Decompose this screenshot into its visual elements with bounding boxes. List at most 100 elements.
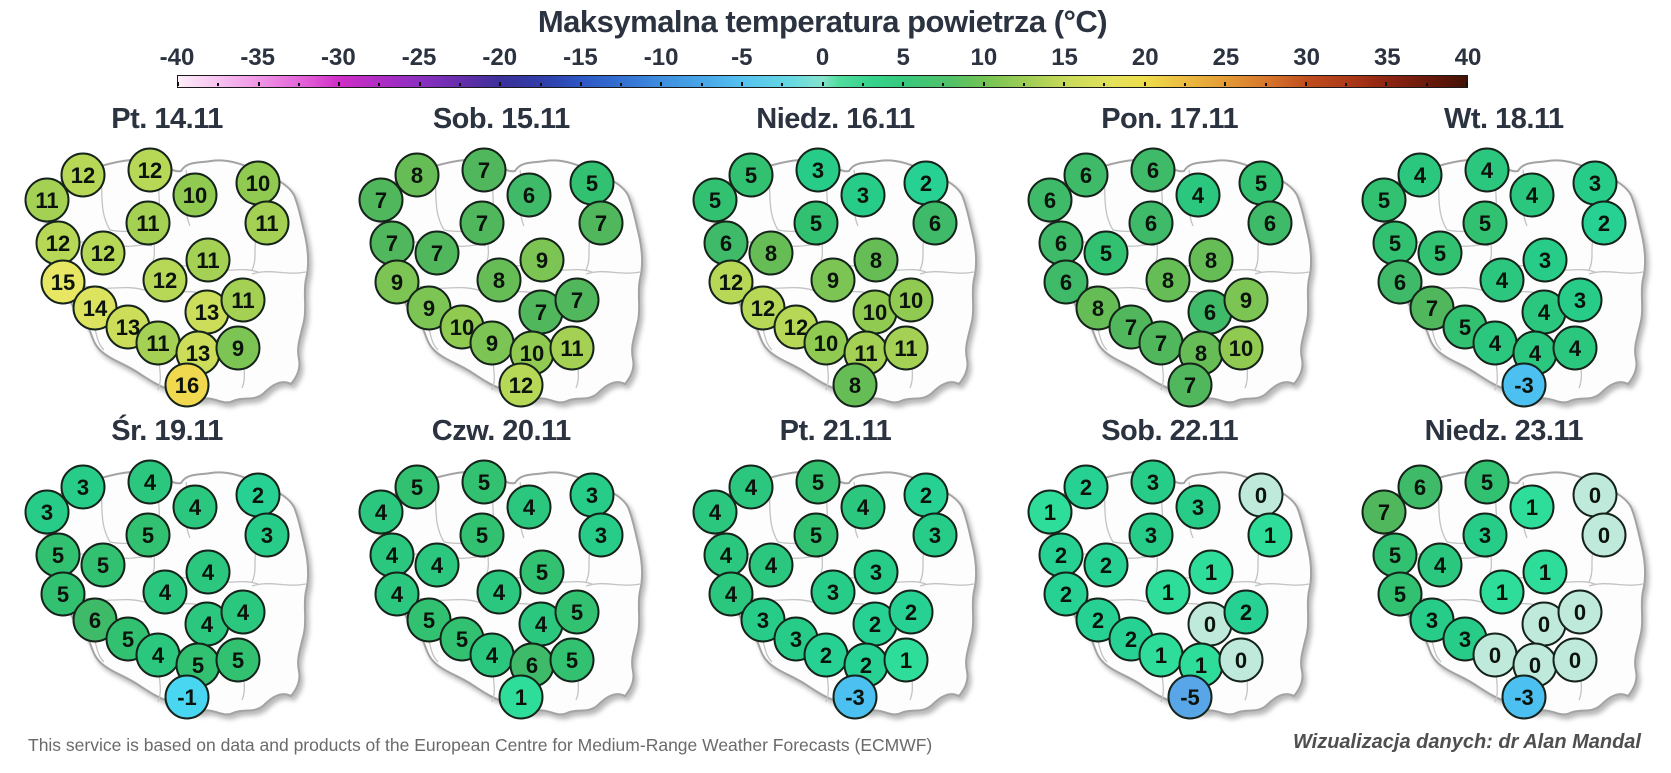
- svg-text:11: 11: [895, 336, 918, 361]
- station-temperature-marker: 5: [1238, 160, 1284, 206]
- station-temperature-marker: 16: [164, 362, 210, 408]
- svg-text:12: 12: [153, 268, 177, 293]
- svg-text:5: 5: [1434, 241, 1446, 266]
- station-temperature-marker: 5: [459, 512, 505, 558]
- voivodeship-border: [920, 271, 975, 275]
- station-temperature-marker: 9: [810, 257, 856, 303]
- station-temperature-marker: -3: [832, 674, 878, 720]
- station-temperature-marker: 0: [1557, 589, 1603, 635]
- station-temperature-marker: 5: [80, 542, 126, 588]
- station-temperature-marker: 11: [135, 320, 181, 366]
- svg-text:5: 5: [52, 543, 64, 568]
- colorbar-tick-mark: [1466, 82, 1468, 86]
- svg-text:1: 1: [1194, 653, 1206, 678]
- svg-text:12: 12: [719, 270, 743, 295]
- colorbar-tick-mark: [338, 82, 341, 86]
- station-temperature-marker: 5: [569, 160, 615, 206]
- svg-text:3: 3: [1426, 608, 1438, 633]
- station-temperature-marker: 4: [1521, 289, 1567, 335]
- station-temperature-marker: 5: [1464, 459, 1510, 505]
- station-temperature-marker: 2: [903, 160, 949, 206]
- colorbar-tick-mark: [1184, 83, 1187, 86]
- svg-text:10: 10: [246, 171, 270, 196]
- station-temperature-marker: 0: [1218, 637, 1264, 683]
- svg-text:12: 12: [46, 231, 70, 256]
- colorbar-tick-label: -15: [563, 44, 598, 71]
- station-temperature-marker: 0: [1238, 472, 1284, 518]
- svg-text:7: 7: [595, 211, 607, 236]
- poland-map: 4 44 355 25 5 36 47 4 354 4 4-3: [1361, 147, 1646, 408]
- svg-text:6: 6: [1203, 300, 1215, 325]
- svg-text:7: 7: [1124, 315, 1136, 340]
- svg-text:2: 2: [1091, 608, 1103, 633]
- colorbar-tick-label: -25: [401, 44, 437, 71]
- colorbar-tick-mark: [378, 83, 381, 86]
- svg-text:7: 7: [386, 231, 398, 256]
- station-temperature-marker: 2: [803, 632, 849, 678]
- svg-text:5: 5: [97, 553, 109, 578]
- voivodeship-border: [251, 583, 307, 587]
- page-title: Maksymalna temperatura powietrza (°C): [537, 4, 1108, 39]
- colorbar-tick-mark: [1103, 83, 1106, 86]
- svg-text:4: 4: [1489, 331, 1502, 356]
- svg-text:6: 6: [929, 211, 941, 236]
- station-temperature-marker: 3: [810, 569, 856, 615]
- svg-text:5: 5: [536, 560, 548, 585]
- station-temperature-marker: 6: [1038, 220, 1084, 266]
- colorbar-tick-mark: [902, 82, 905, 86]
- svg-text:1: 1: [1526, 495, 1538, 520]
- svg-text:0: 0: [1589, 483, 1601, 508]
- station-temperature-marker: 11: [24, 177, 70, 223]
- maps-row-top: Pt. 14.11 12 12 10 10 11 11 11 12 12 11 15 12 14 13 11 1…: [0, 100, 1671, 408]
- svg-text:6: 6: [1146, 158, 1158, 183]
- svg-text:5: 5: [456, 627, 468, 652]
- poland-map: 6 51 073 05 4 15 13 0 030 0 0-3: [1361, 459, 1646, 720]
- station-temperature-marker: 8: [1188, 237, 1234, 283]
- station-temperature-marker: 10: [888, 277, 934, 323]
- svg-text:8: 8: [1161, 268, 1173, 293]
- station-temperature-marker: 1: [1509, 484, 1555, 530]
- station-temperature-marker: 0: [1572, 472, 1618, 518]
- colorbar-tick-label: 15: [1051, 44, 1078, 71]
- svg-text:7: 7: [1426, 296, 1438, 321]
- svg-text:1: 1: [1161, 580, 1173, 605]
- station-temperature-marker: 1: [1479, 569, 1525, 615]
- map-tile: Śr. 19.11 3 4 4 2 3 5 3 5 5 4 5 4 6 4 4 5 4 5 5 -1: [0, 412, 334, 720]
- svg-text:1: 1: [1263, 523, 1275, 548]
- station-temperature-marker: 3: [1557, 277, 1603, 323]
- svg-text:1: 1: [1496, 580, 1508, 605]
- station-temperature-marker: 4: [369, 532, 415, 578]
- station-temperature-marker: 2: [888, 589, 934, 635]
- svg-text:5: 5: [1481, 470, 1493, 495]
- station-temperature-marker: 12: [127, 147, 173, 193]
- svg-text:6: 6: [1144, 211, 1156, 236]
- svg-text:3: 3: [1479, 523, 1491, 548]
- colorbar-tick-mark: [660, 82, 663, 86]
- map-day-title: Sob. 22.11: [1101, 415, 1239, 447]
- svg-text:4: 4: [202, 560, 215, 585]
- station-temperature-marker: 4: [414, 542, 460, 588]
- colorbar-tick-mark: [982, 82, 985, 86]
- svg-text:7: 7: [1183, 373, 1195, 398]
- poland-map: 4 54 245 34 4 34 33 2 232 2 1-3: [692, 459, 978, 720]
- station-temperature-marker: 4: [135, 632, 181, 678]
- station-temperature-marker: 11: [549, 325, 595, 371]
- station-temperature-marker: 4: [358, 489, 404, 535]
- station-temperature-marker: 3: [912, 512, 958, 558]
- colorbar-tick-mark: [781, 83, 784, 86]
- svg-text:11: 11: [561, 336, 584, 361]
- svg-text:4: 4: [535, 612, 548, 637]
- svg-text:3: 3: [1589, 171, 1601, 196]
- station-temperature-marker: 4: [127, 459, 173, 505]
- svg-text:3: 3: [586, 483, 598, 508]
- station-temperature-marker: 12: [142, 257, 188, 303]
- map-tile: Niedz. 23.11 6 5 1 0 7 3 0 5 4 1 5 1 3 0 0 3 0 0 0 -3: [1337, 412, 1671, 720]
- station-temperature-marker: 4: [1479, 257, 1525, 303]
- svg-text:5: 5: [1479, 211, 1491, 236]
- map-day-title: Wt. 18.11: [1444, 103, 1564, 135]
- station-temperature-marker: 5: [692, 177, 738, 223]
- colorbar-tick-label: -40: [159, 44, 195, 71]
- svg-text:2: 2: [1598, 211, 1610, 236]
- station-temperature-marker: 5: [125, 512, 171, 558]
- station-temperature-marker: 4: [708, 571, 754, 617]
